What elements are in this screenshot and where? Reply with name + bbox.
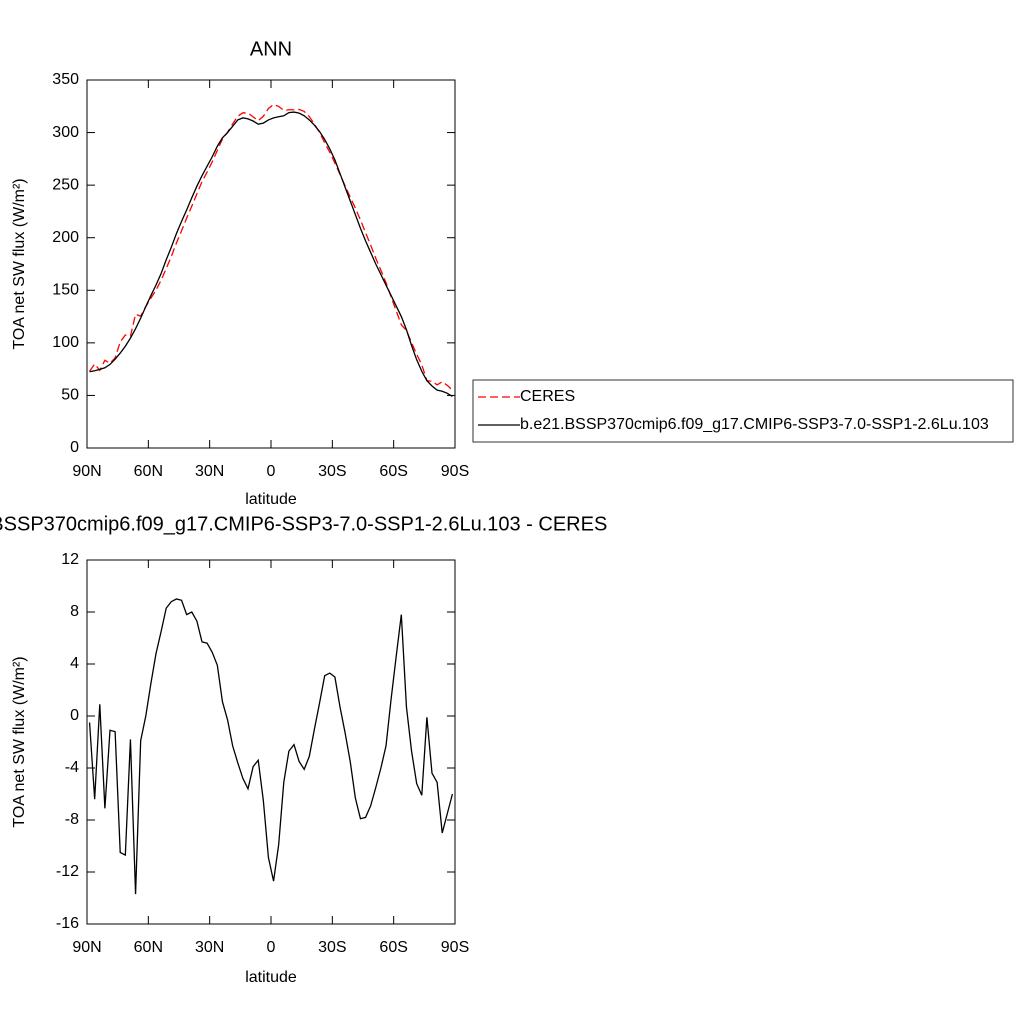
y-tick-label: -16	[56, 915, 79, 932]
y-tick-label: 8	[70, 603, 79, 620]
y-tick-label: 0	[70, 707, 79, 724]
x-tick-label: 60S	[379, 939, 407, 956]
y-tick-label: 300	[52, 124, 79, 141]
x-tick-label: 60N	[134, 463, 163, 480]
x-tick-label: 60N	[134, 939, 163, 956]
data-line	[89, 111, 453, 398]
y-tick-label: 12	[61, 551, 79, 568]
y-tick-label: 150	[52, 282, 79, 299]
x-axis-label: latitude	[245, 491, 297, 508]
legend-label: b.e21.BSSP370cmip6.f09_g17.CMIP6-SSP3-7.…	[520, 416, 989, 433]
x-tick-label: 0	[267, 939, 276, 956]
y-tick-label: -12	[56, 863, 79, 880]
y-tick-label: 50	[61, 387, 79, 404]
x-tick-label: 30S	[318, 463, 346, 480]
data-line	[89, 103, 453, 391]
y-tick-label: 100	[52, 334, 79, 351]
x-tick-label: 90N	[72, 463, 101, 480]
y-axis-label: TOA net SW flux (W/m²)	[11, 178, 28, 349]
legend-box	[472, 379, 1014, 443]
plot-frame	[86, 559, 456, 925]
y-tick-label: 0	[70, 439, 79, 456]
x-tick-label: 90N	[72, 939, 101, 956]
y-axis-label: TOA net SW flux (W/m²)	[11, 656, 28, 827]
x-tick-label: 30N	[195, 939, 224, 956]
legend: CERES b.e21.BSSP370cmip6.f09_g17.CMIP6-SS…	[472, 379, 1014, 443]
x-tick-label: 30N	[195, 463, 224, 480]
y-tick-label: -4	[65, 759, 79, 776]
x-tick-label: 90S	[441, 939, 469, 956]
y-tick-label: 250	[52, 176, 79, 193]
x-tick-label: 0	[267, 463, 276, 480]
x-tick-label: 90S	[441, 463, 469, 480]
chart-title: ANN	[250, 38, 292, 60]
y-tick-label: 350	[52, 71, 79, 88]
x-tick-label: 60S	[379, 463, 407, 480]
chart-title: b.e21.BSSP370cmip6.f09_g17.CMIP6-SSP3-7.…	[0, 513, 607, 535]
x-axis-label: latitude	[245, 969, 297, 986]
y-tick-label: 4	[70, 655, 79, 672]
data-line	[88, 598, 454, 895]
x-tick-label: 30S	[318, 939, 346, 956]
y-tick-label: 200	[52, 229, 79, 246]
y-tick-label: -8	[65, 811, 79, 828]
plot-frame	[86, 79, 456, 449]
legend-label: CERES	[520, 388, 575, 405]
